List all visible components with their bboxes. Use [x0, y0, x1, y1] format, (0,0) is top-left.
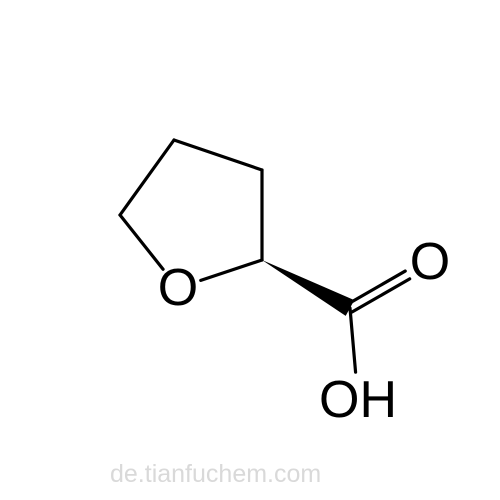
- atom-label-carbonyl-oxygen: O: [410, 232, 450, 292]
- watermark-text: de.tianfuchem.com: [110, 460, 321, 489]
- chemical-structure-diagram: O O OH de.tianfuchem.com: [0, 0, 500, 500]
- atom-label-hydroxyl: OH: [319, 370, 397, 430]
- atom-label-ring-oxygen: O: [158, 258, 198, 318]
